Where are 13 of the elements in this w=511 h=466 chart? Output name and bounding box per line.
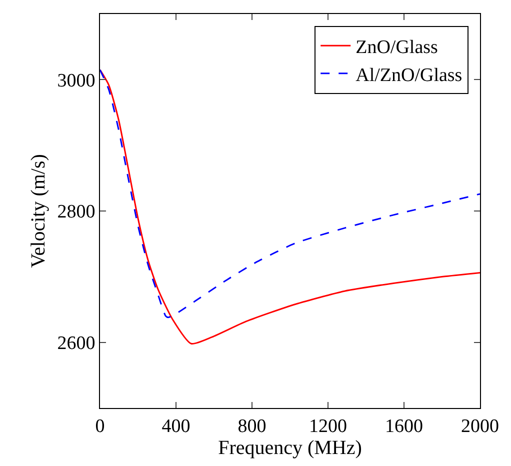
x-tick-label: 0 [95, 416, 105, 437]
y-tick-label: 3000 [57, 70, 96, 92]
y-tick-label: 2800 [57, 202, 96, 223]
y-tick-label: 2600 [57, 332, 96, 354]
legend-label: ZnO/Glass [356, 37, 438, 58]
legend-label: Al/ZnO/Glass [356, 64, 462, 86]
x-tick-label: 800 [238, 416, 266, 437]
x-axis-title: Frequency (MHz) [218, 436, 362, 459]
x-tick-label: 1200 [309, 416, 347, 437]
y-axis-title: Velocity (m/s) [28, 154, 50, 268]
x-tick-label: 1600 [385, 416, 423, 437]
x-tick-label: 400 [162, 416, 190, 437]
x-tick-label: 2000 [461, 416, 499, 437]
